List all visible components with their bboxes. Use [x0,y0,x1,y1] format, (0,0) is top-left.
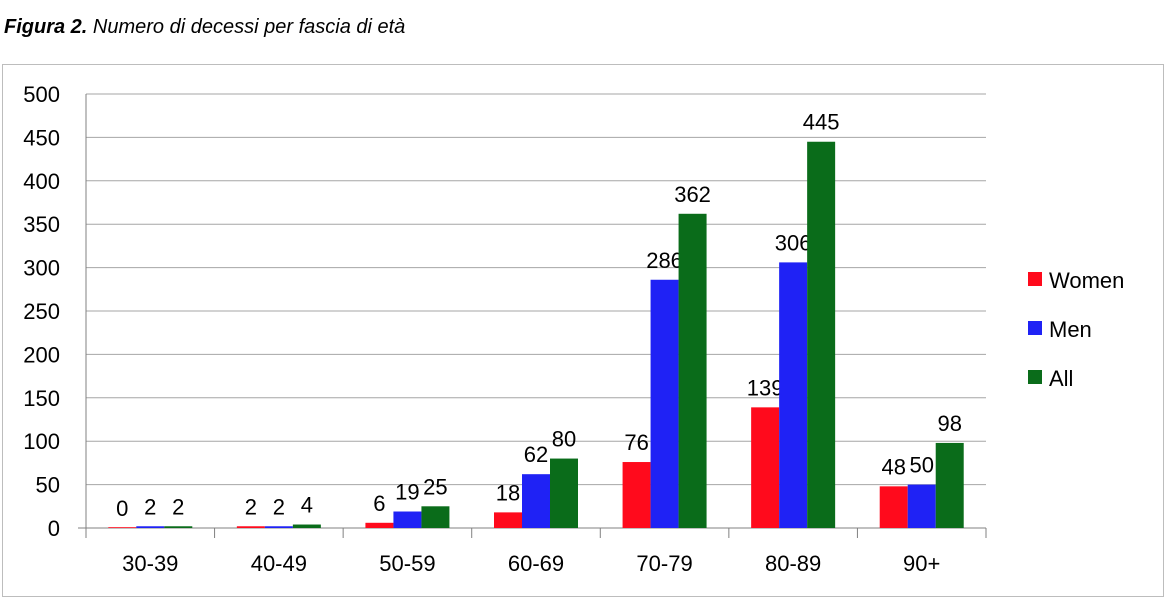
legend-swatch-women [1028,272,1042,286]
y-tick-label-500: 500 [23,82,60,107]
bar-women-40-49 [236,526,265,528]
x-tick-label-50-59: 50-59 [379,551,435,576]
data-label-women-80-89: 139 [747,375,784,400]
y-tick-label-100: 100 [23,429,60,454]
bar-men-30-39 [136,526,165,528]
data-label-all-50-59: 25 [423,474,447,499]
bar-men-40-49 [264,526,293,528]
bar-all-60-69 [550,458,578,528]
data-label-all-80-89: 445 [803,110,840,135]
bar-men-90+ [907,484,936,528]
data-label-all-70-79: 362 [674,182,711,207]
chart-frame [2,64,1164,597]
y-tick-label-50: 50 [36,473,60,498]
data-label-women-50-59: 6 [373,491,385,516]
legend-label-women: Women [1049,268,1124,293]
y-tick-label-400: 400 [23,169,60,194]
bar-men-70-79 [650,279,679,528]
data-label-all-40-49: 4 [301,493,313,518]
y-tick-label-150: 150 [23,386,60,411]
data-label-men-70-79: 286 [646,248,683,273]
data-label-all-60-69: 80 [552,427,576,452]
figure-caption: Figura 2. Numero di decessi per fascia d… [4,16,405,39]
data-label-women-70-79: 76 [624,430,648,455]
bar-all-50-59 [421,506,450,528]
bar-all-70-79 [678,213,707,528]
data-label-men-50-59: 19 [395,480,419,505]
y-tick-label-200: 200 [23,342,60,367]
bar-women-70-79 [622,462,651,528]
bar-men-60-69 [522,474,550,528]
x-tick-label-80-89: 80-89 [765,551,821,576]
bar-women-80-89 [751,407,780,528]
data-label-women-30-39: 0 [116,496,128,521]
x-tick-label-60-69: 60-69 [508,551,564,576]
y-tick-label-0: 0 [48,516,60,541]
bar-women-90+ [879,486,908,528]
data-label-women-90+: 48 [881,454,905,479]
y-tick-label-450: 450 [23,125,60,150]
bar-all-90+ [935,442,964,528]
data-label-men-90+: 50 [909,453,933,478]
x-tick-label-30-39: 30-39 [122,551,178,576]
y-tick-label-250: 250 [23,299,60,324]
x-tick-label-90+: 90+ [903,551,940,576]
legend-label-all: All [1049,366,1073,391]
legend-swatch-all [1028,370,1042,384]
data-label-women-40-49: 2 [245,494,257,519]
data-label-all-30-39: 2 [172,494,184,519]
y-tick-label-300: 300 [23,256,60,281]
bar-women-30-39 [108,527,137,528]
bar-all-30-39 [164,526,193,528]
bar-men-50-59 [393,511,422,528]
data-label-men-40-49: 2 [273,494,285,519]
data-label-women-60-69: 18 [496,480,520,505]
data-label-men-80-89: 306 [775,230,812,255]
bar-men-80-89 [779,262,808,528]
bar-all-40-49 [292,524,321,528]
x-tick-label-70-79: 70-79 [636,551,692,576]
figure-caption-text: Numero di decessi per fascia di età [92,16,406,38]
data-label-men-30-39: 2 [144,494,156,519]
data-label-all-90+: 98 [937,411,961,436]
y-tick-label-350: 350 [23,212,60,237]
x-tick-label-40-49: 40-49 [251,551,307,576]
legend-label-men: Men [1049,317,1092,342]
figure-caption-lead: Figura 2. [4,16,88,38]
bar-women-60-69 [494,512,522,528]
data-label-men-60-69: 62 [524,442,548,467]
bar-women-50-59 [365,522,394,528]
bar-all-80-89 [807,141,836,529]
legend-swatch-men [1028,321,1042,335]
